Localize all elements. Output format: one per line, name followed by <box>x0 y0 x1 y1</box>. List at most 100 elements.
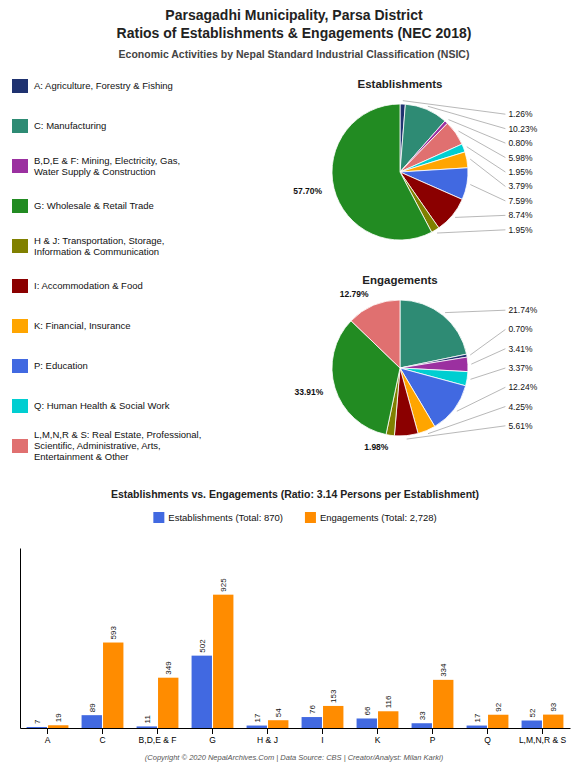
legend-swatch <box>12 359 28 373</box>
x-tick-label: B,D,E & F <box>139 735 177 745</box>
x-tick-label: L,M,N,R & S <box>519 735 567 745</box>
text-line: Ratios of Establishments & Engagements (… <box>117 25 472 41</box>
legend-label: G: Wholesale & Retail Trade <box>34 200 154 211</box>
pie-chart: Establishments57.70%1.26%10.23%0.80%5.98… <box>293 78 537 240</box>
y-axis-line <box>20 549 21 729</box>
legend-swatch <box>153 512 164 523</box>
data-label: 76 <box>308 705 317 714</box>
leader-line <box>407 426 506 439</box>
legend-item: Engagements (Total: 2,728) <box>305 512 437 523</box>
pie-slices <box>332 104 468 240</box>
leader-line <box>428 106 506 128</box>
pie-labels: 1.98%33.91%12.79%21.74%0.70%3.41%3.37%12… <box>294 289 537 452</box>
x-tick: I <box>321 728 323 745</box>
x-tick-label: I <box>321 735 323 745</box>
x-tick-label: H & J <box>257 735 278 745</box>
chart-container: Parsagadhi Municipality, Parsa District R… <box>0 0 588 768</box>
legend-label: L,M,N,R & S: Real Estate, Professional,S… <box>34 429 201 462</box>
text-line: A: Agriculture, Forestry & Fishing <box>34 80 173 91</box>
pie-slices <box>332 300 468 436</box>
leader-line <box>470 185 505 201</box>
pie-slice <box>351 300 400 368</box>
bar <box>522 721 542 728</box>
pie-slice <box>332 104 432 240</box>
legend-label: P: Education <box>34 360 88 371</box>
x-tick: L,M,N,R & S <box>519 728 567 745</box>
data-label: 334 <box>439 663 448 677</box>
data-label: 5.98% <box>508 153 533 163</box>
x-tick-mark <box>267 728 268 734</box>
bar <box>323 706 343 728</box>
legend-label: Establishments (Total: 870) <box>168 512 283 523</box>
text-line: Parsagadhi Municipality, Parsa District <box>165 7 423 23</box>
legend-swatch <box>12 439 28 453</box>
subtitle: Economic Activities by Nepal Standard In… <box>119 48 470 60</box>
text-line: B,D,E & F: Mining, Electricity, Gas, <box>34 155 180 166</box>
leader-line <box>437 230 505 233</box>
x-tick-label: P <box>430 735 436 745</box>
bar <box>433 680 453 728</box>
text-line: (Copyright © 2020 NepalArchives.Com | Da… <box>145 753 444 762</box>
pie-slice <box>400 300 467 368</box>
legend-swatch <box>12 399 28 413</box>
data-label: 4.25% <box>508 402 533 412</box>
leader-line <box>470 159 505 186</box>
bar-legend: Establishments (Total: 870) Engagements (… <box>153 512 436 523</box>
leader-line <box>470 368 505 379</box>
text-line: L,M,N,R & S: Real Estate, Professional, <box>34 429 201 440</box>
bar <box>302 717 322 728</box>
bar <box>103 643 123 728</box>
legend-swatch <box>12 319 28 333</box>
legend-swatch <box>12 119 28 133</box>
data-label: 66 <box>363 706 372 715</box>
legend-label: K: Financial, Insurance <box>34 320 131 331</box>
leader-line <box>467 147 506 172</box>
y-axis <box>20 549 21 729</box>
data-label: 0.80% <box>508 138 533 148</box>
legend-label: Engagements (Total: 2,728) <box>320 512 437 523</box>
legend-item: Establishments (Total: 870) <box>153 512 283 523</box>
bar <box>488 715 508 728</box>
bar <box>48 725 68 728</box>
data-label: 21.74% <box>508 305 537 315</box>
x-tick: Q <box>484 728 491 745</box>
leader-line <box>445 310 505 312</box>
x-tick-mark <box>47 728 48 734</box>
x-tick-label: G <box>209 735 216 745</box>
bar <box>137 726 157 728</box>
text-line: Q: Human Health & Social Work <box>34 400 170 411</box>
data-label: 0.70% <box>508 324 533 334</box>
leader-line <box>455 215 505 217</box>
legend-swatch <box>12 159 28 173</box>
bar <box>543 715 563 728</box>
bar-title: Establishments vs. Engagements (Ratio: 3… <box>111 488 479 500</box>
x-tick-mark <box>377 728 378 734</box>
legend-label: C: Manufacturing <box>34 120 106 131</box>
x-tick-mark <box>542 728 543 734</box>
leader-line <box>403 101 506 115</box>
x-tick-label: C <box>99 735 105 745</box>
bar-chart: Establishments vs. Engagements (Ratio: 3… <box>21 488 571 745</box>
x-tick-mark <box>432 728 433 734</box>
x-tick: K <box>375 728 381 745</box>
title: Parsagadhi Municipality, Parsa District R… <box>117 7 472 41</box>
bar <box>82 715 102 728</box>
data-label: 1.95% <box>508 167 533 177</box>
bar <box>158 678 178 728</box>
text-line: P: Education <box>34 360 88 371</box>
data-label: 349 <box>164 661 173 675</box>
text-line: Economic Activities by Nepal Standard In… <box>119 48 470 60</box>
text-line: Entertainment & Other <box>34 451 129 462</box>
data-label: 3.79% <box>508 181 533 191</box>
legend-swatch <box>12 79 28 93</box>
pie-labels: 57.70%1.26%10.23%0.80%5.98%1.95%3.79%7.5… <box>293 101 537 235</box>
data-label: 12.24% <box>508 382 537 392</box>
legend-swatch <box>305 512 316 523</box>
data-label: 925 <box>219 578 228 592</box>
leader-line <box>457 387 506 411</box>
bar <box>378 711 398 728</box>
text-line: H & J: Transportation, Storage, <box>34 235 164 246</box>
x-tick-mark <box>322 728 323 734</box>
x-tick: H & J <box>257 728 278 745</box>
leader-line <box>471 349 505 364</box>
